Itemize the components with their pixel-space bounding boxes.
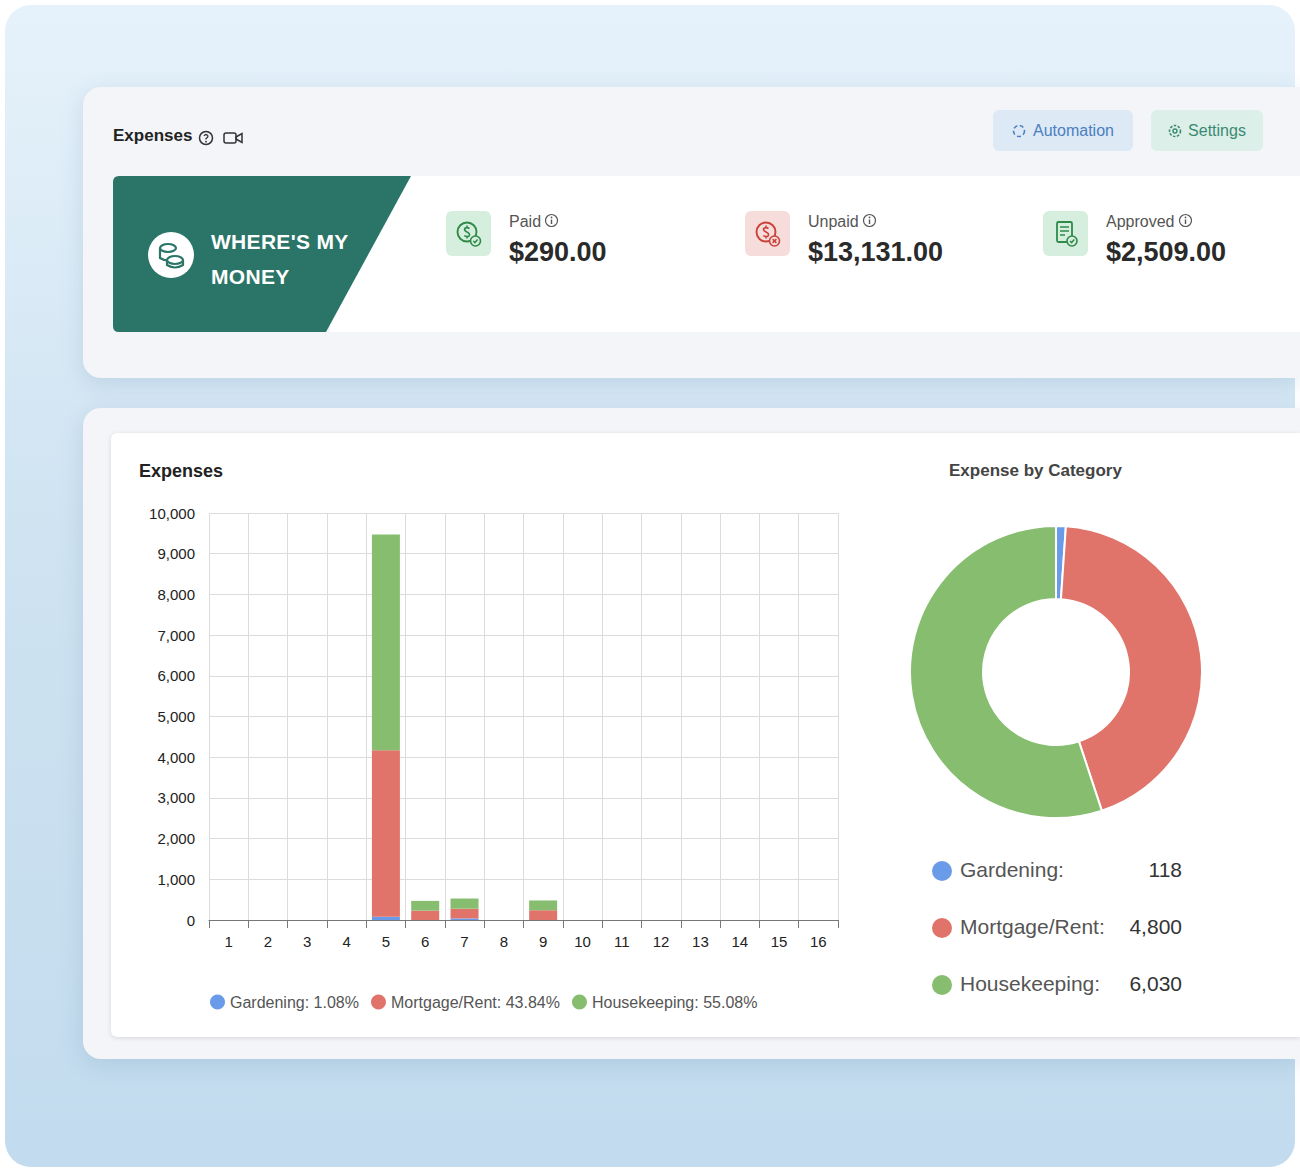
html-text:$290.00: $290.00 <box>509 237 607 267</box>
html-text:$13,131.00: $13,131.00 <box>808 237 944 267</box>
html-text:Settings: Settings <box>1188 122 1246 139</box>
svg-text:16: 16 <box>810 933 827 950</box>
svg-text:6,000: 6,000 <box>157 667 195 684</box>
html-text:WHERE'S MY: WHERE'S MY <box>211 230 349 253</box>
html-text:Mortgage/Rent:: Mortgage/Rent: <box>960 915 1105 938</box>
svg-text:8: 8 <box>500 933 508 950</box>
svg-text:9,000: 9,000 <box>157 545 195 562</box>
svg-text:4,000: 4,000 <box>157 749 195 766</box>
svg-text:10,000: 10,000 <box>149 505 195 522</box>
svg-text:Housekeeping: 55.08%: Housekeeping: 55.08% <box>592 994 757 1011</box>
svg-text:10: 10 <box>574 933 591 950</box>
svg-text:12: 12 <box>653 933 670 950</box>
html-text:MONEY: MONEY <box>211 265 290 288</box>
svg-text:8,000: 8,000 <box>157 586 195 603</box>
html-text:Paid: Paid <box>509 213 541 230</box>
svg-text:Expense by Category: Expense by Category <box>949 461 1122 480</box>
svg-text:3,000: 3,000 <box>157 789 195 806</box>
svg-text:11: 11 <box>614 933 630 950</box>
svg-text:15: 15 <box>771 933 788 950</box>
html-text:4,800: 4,800 <box>1129 915 1182 938</box>
html-text:Gardening:: Gardening: <box>960 858 1064 881</box>
svg-text:5: 5 <box>382 933 390 950</box>
svg-text:Expenses: Expenses <box>139 461 223 481</box>
html-text:$2,509.00: $2,509.00 <box>1106 237 1227 267</box>
svg-text:2,000: 2,000 <box>157 830 195 847</box>
svg-text:4: 4 <box>342 933 350 950</box>
svg-text:5,000: 5,000 <box>157 708 195 725</box>
svg-text:14: 14 <box>731 933 748 950</box>
svg-text:2: 2 <box>264 933 272 950</box>
html-text:Automation: Automation <box>1033 122 1114 139</box>
html-text:118: 118 <box>1148 858 1182 881</box>
svg-text:7: 7 <box>460 933 468 950</box>
svg-text:1: 1 <box>224 933 232 950</box>
html-text:Approved: Approved <box>1106 213 1175 230</box>
html-text:Unpaid: Unpaid <box>808 213 859 230</box>
html-text:6,030: 6,030 <box>1129 972 1182 995</box>
html-text:Housekeeping:: Housekeeping: <box>960 972 1101 995</box>
svg-text:7,000: 7,000 <box>157 627 195 644</box>
svg-text:13: 13 <box>692 933 709 950</box>
html-text:Expenses: Expenses <box>113 126 193 145</box>
svg-text:Mortgage/Rent: 43.84%: Mortgage/Rent: 43.84% <box>391 994 560 1011</box>
svg-text:1,000: 1,000 <box>157 871 195 888</box>
svg-text:3: 3 <box>303 933 311 950</box>
svg-text:9: 9 <box>539 933 547 950</box>
svg-text:Gardening: 1.08%: Gardening: 1.08% <box>230 994 359 1011</box>
svg-text:0: 0 <box>187 912 195 929</box>
svg-text:6: 6 <box>421 933 429 950</box>
